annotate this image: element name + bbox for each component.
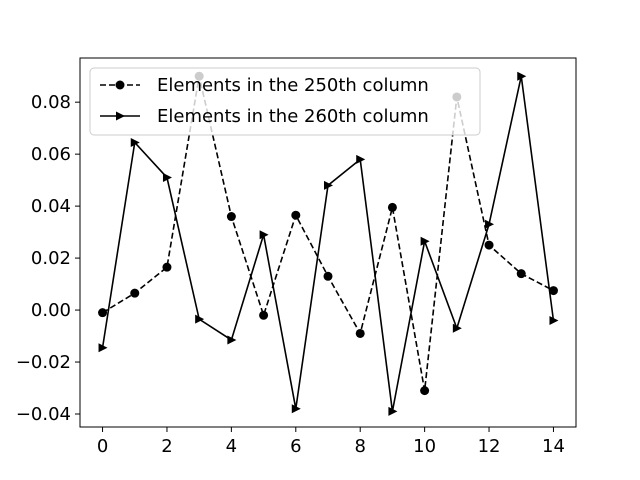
plot-frame bbox=[79, 57, 577, 428]
x-axis: 0 2 4 6 8 10 12 14 bbox=[97, 427, 565, 457]
series-1-point-4 bbox=[226, 212, 236, 222]
series-2-point-11 bbox=[452, 323, 462, 333]
y-tick-label-2: 0.00 bbox=[31, 300, 71, 321]
y-tick-label-1: −0.02 bbox=[16, 352, 71, 373]
series-1-point-5 bbox=[259, 310, 269, 320]
series-2-point-9 bbox=[388, 406, 398, 416]
x-tick-label-8: 8 bbox=[354, 436, 365, 457]
series-1-point-7 bbox=[323, 271, 333, 281]
series-2-point-8 bbox=[356, 154, 366, 164]
x-tick-label-10: 10 bbox=[413, 436, 436, 457]
series-2-point-0 bbox=[98, 343, 108, 353]
series-1-point-2 bbox=[162, 262, 172, 272]
series-1-point-0 bbox=[98, 308, 108, 318]
y-tick-label-6: 0.08 bbox=[31, 92, 71, 113]
series-2-point-1 bbox=[130, 137, 140, 147]
y-tick-label-3: 0.02 bbox=[31, 248, 71, 269]
series-2-point-12 bbox=[485, 219, 495, 229]
y-axis: −0.04 −0.02 0.00 0.02 0.04 0.06 0.08 bbox=[16, 92, 80, 425]
series-2 bbox=[98, 71, 559, 416]
series-1-point-14 bbox=[548, 286, 558, 296]
series-1-point-12 bbox=[484, 240, 494, 250]
legend-marker-series-1 bbox=[115, 80, 125, 90]
x-tick-label-12: 12 bbox=[478, 436, 501, 457]
y-tick-label-5: 0.06 bbox=[31, 144, 71, 165]
legend-box bbox=[89, 67, 481, 136]
x-tick-label-14: 14 bbox=[542, 436, 565, 457]
y-tick-label-4: 0.04 bbox=[31, 196, 71, 217]
series-2-point-3 bbox=[195, 314, 205, 324]
legend-marker-series-2 bbox=[116, 111, 125, 121]
x-tick-label-0: 0 bbox=[97, 436, 108, 457]
series-2-point-14 bbox=[549, 315, 559, 325]
series-1-point-10 bbox=[420, 386, 430, 396]
series-1-point-6 bbox=[291, 210, 301, 220]
legend: Elements in the 250th column Elements in… bbox=[89, 67, 481, 136]
series-1-point-1 bbox=[130, 288, 140, 298]
series-2-point-10 bbox=[420, 236, 430, 246]
series-1-point-9 bbox=[387, 202, 397, 212]
x-tick-label-4: 4 bbox=[226, 436, 237, 457]
series-1-point-13 bbox=[516, 269, 526, 279]
series-2-point-7 bbox=[324, 180, 333, 190]
series-2-point-6 bbox=[291, 404, 301, 414]
series-2-point-2 bbox=[162, 173, 172, 183]
series-2-point-4 bbox=[227, 335, 237, 345]
x-tick-label-2: 2 bbox=[161, 436, 172, 457]
series-2-point-5 bbox=[259, 230, 269, 240]
y-tick-label-0: −0.04 bbox=[16, 404, 71, 425]
series-2-point-13 bbox=[517, 71, 527, 81]
series-1-point-8 bbox=[355, 328, 365, 338]
x-tick-label-6: 6 bbox=[290, 436, 301, 457]
legend-label-series-2: Elements in the 260th column bbox=[157, 106, 429, 127]
legend-label-series-1: Elements in the 250th column bbox=[157, 75, 429, 96]
